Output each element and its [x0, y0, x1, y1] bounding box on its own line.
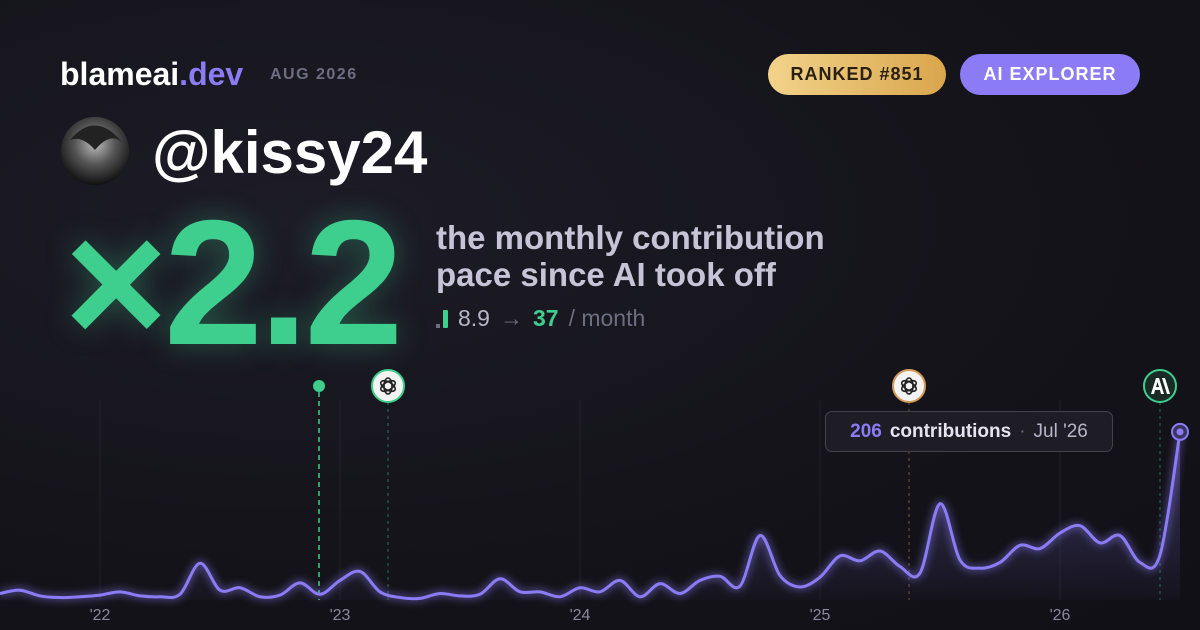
tooltip-value: 206	[850, 420, 882, 442]
tooltip-sep: ·	[1019, 420, 1026, 442]
tooltip: 206 contributions · Jul '26	[825, 411, 1113, 452]
x-tick-label: '23	[330, 607, 351, 624]
anthropic-icon	[1143, 369, 1177, 403]
tooltip-label: contributions	[889, 420, 1012, 442]
openai-icon	[371, 369, 405, 403]
brand: blameai.dev	[60, 56, 243, 93]
pace: 8.9 → 37 / month	[436, 305, 645, 332]
avatar	[61, 117, 129, 185]
date: AUG 2026	[270, 66, 358, 83]
pace-before: 8.9	[458, 305, 490, 331]
tier-badge: AI EXPLORER	[960, 54, 1140, 95]
caption-line: pace since AI took off	[436, 256, 776, 293]
openai-icon	[892, 369, 926, 403]
brand-suffix: .dev	[179, 56, 244, 92]
caption-line: the monthly contribution	[436, 219, 825, 256]
brand-name: blameai	[60, 56, 180, 92]
handle: @kissy24	[152, 119, 428, 186]
pace-unit: / month	[568, 305, 646, 331]
pace-arrow: →	[499, 305, 523, 331]
ai-events	[313, 369, 1177, 600]
line	[0, 431, 1182, 601]
event-dot	[313, 380, 325, 392]
rank-badge: RANKED #851	[768, 54, 946, 95]
multiplier: ×2.2	[64, 183, 403, 382]
x-tick-label: '26	[1050, 607, 1071, 624]
x-tick-label: '25	[810, 607, 831, 624]
tooltip-date: Jul '26	[1033, 420, 1088, 442]
x-tick-label: '22	[90, 607, 111, 624]
caption: the monthly contribution pace since AI to…	[436, 219, 825, 293]
mini-bars	[436, 309, 448, 328]
pace-after: 37	[532, 305, 559, 331]
peak-dot	[1176, 428, 1184, 436]
area	[0, 431, 1180, 600]
x-tick-label: '24	[570, 607, 591, 624]
